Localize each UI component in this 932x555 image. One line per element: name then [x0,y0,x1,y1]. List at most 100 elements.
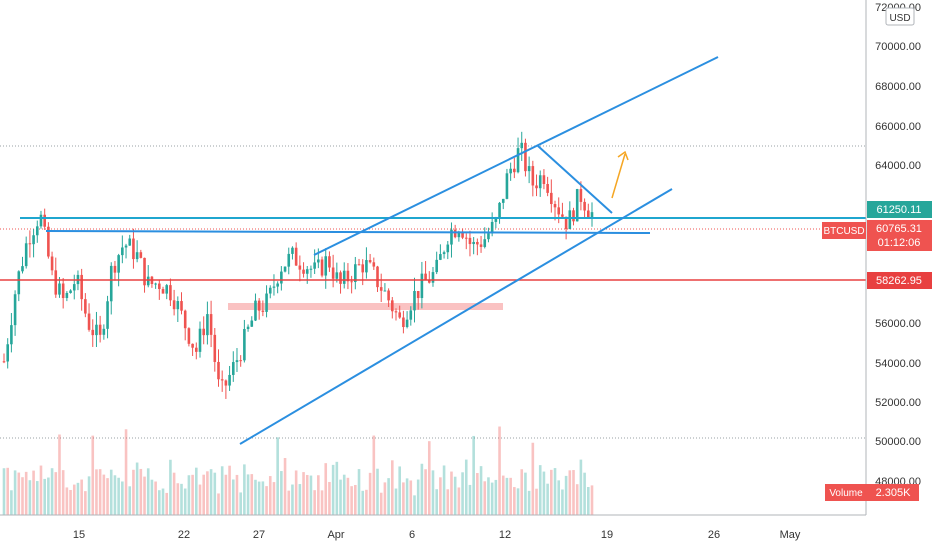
currency-badge[interactable]: USD [885,7,915,26]
candle[interactable] [294,242,298,266]
candle[interactable] [243,319,246,363]
candle[interactable] [217,349,220,387]
candle[interactable] [21,256,24,274]
candle[interactable] [61,277,65,309]
candle[interactable] [124,243,128,259]
candle[interactable] [383,283,387,292]
candle[interactable] [379,273,383,302]
channel-upper-trendline[interactable] [313,56,719,256]
candle[interactable] [331,254,335,288]
candle[interactable] [468,230,472,257]
candle[interactable] [72,274,76,300]
candle[interactable] [535,174,538,197]
candle[interactable] [427,271,431,284]
candle[interactable] [538,170,542,197]
candle[interactable] [402,310,405,334]
candle[interactable] [87,303,91,332]
candle[interactable] [309,265,313,278]
candle[interactable] [531,160,535,197]
candle[interactable] [394,308,398,321]
candle[interactable] [191,343,194,356]
candle[interactable] [398,305,401,319]
candle[interactable] [298,255,302,282]
candle[interactable] [268,285,272,299]
candle[interactable] [132,228,135,269]
candle[interactable] [498,201,501,224]
candle[interactable] [320,256,324,278]
candle[interactable] [420,261,424,309]
candle[interactable] [520,131,524,161]
candle[interactable] [435,251,438,275]
candle[interactable] [272,274,276,296]
candle[interactable] [239,355,242,367]
demand-zone[interactable] [228,303,503,310]
candle[interactable] [176,296,180,323]
candle[interactable] [561,202,564,219]
candle[interactable] [28,230,32,258]
candle[interactable] [202,316,205,345]
candle[interactable] [572,207,575,226]
candle[interactable] [158,279,161,300]
candle[interactable] [206,301,209,345]
candle[interactable] [346,263,350,290]
candle[interactable] [305,265,309,284]
candle[interactable] [261,300,265,317]
candle[interactable] [287,247,291,275]
candle[interactable] [10,313,13,353]
candle[interactable] [6,338,9,369]
candle[interactable] [2,353,6,364]
candle[interactable] [302,262,305,278]
candle[interactable] [409,306,413,326]
candle[interactable] [350,275,353,294]
candle[interactable] [354,256,357,290]
candle[interactable] [442,250,446,259]
candle[interactable] [361,259,365,286]
candle[interactable] [487,227,490,243]
candle[interactable] [276,281,279,294]
candle[interactable] [575,188,579,222]
candle[interactable] [43,208,46,230]
candle[interactable] [405,311,409,329]
candle[interactable] [84,293,87,318]
candle[interactable] [17,270,21,302]
candle[interactable] [220,370,224,392]
support-line-blue[interactable] [45,230,651,234]
candle[interactable] [228,365,231,391]
candle[interactable] [161,286,165,294]
candle[interactable] [121,235,124,264]
candle[interactable] [387,288,390,308]
candle[interactable] [169,278,172,307]
candle[interactable] [187,327,191,347]
candle[interactable] [461,228,464,240]
candle[interactable] [313,249,316,275]
candle[interactable] [13,290,17,336]
candle[interactable] [224,379,228,399]
candle[interactable] [546,176,549,197]
candle[interactable] [391,297,394,319]
candle[interactable] [172,289,176,316]
candle[interactable] [213,328,217,372]
candle[interactable] [146,265,150,288]
candle[interactable] [47,222,50,259]
candle[interactable] [583,198,586,218]
candle[interactable] [564,216,568,240]
candle[interactable] [464,233,468,250]
candle[interactable] [368,253,372,264]
candle[interactable] [102,324,106,340]
candle[interactable] [154,282,157,289]
candle[interactable] [476,238,479,256]
candle[interactable] [413,277,416,323]
candle[interactable] [328,251,331,272]
candle[interactable] [39,210,43,229]
candle[interactable] [265,285,268,318]
candle[interactable] [509,162,512,181]
candle[interactable] [339,270,342,294]
candle[interactable] [54,257,58,298]
candle[interactable] [35,220,39,243]
candle[interactable] [183,309,187,341]
candle[interactable] [32,229,35,258]
candle[interactable] [483,227,487,249]
candle[interactable] [98,315,102,343]
candle[interactable] [317,248,320,269]
